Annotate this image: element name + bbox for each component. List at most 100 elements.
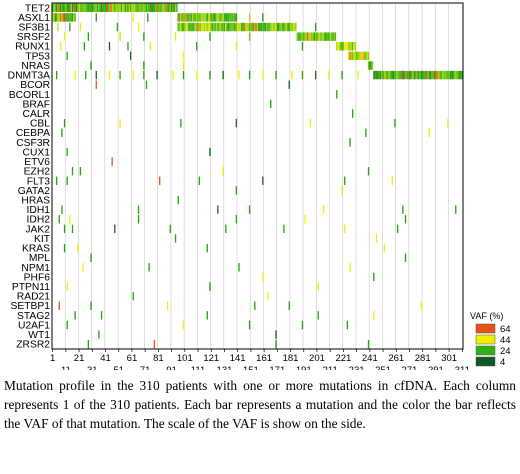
mutation-bar [341,186,343,195]
gene-label: CUX1 [23,147,51,158]
mutation-bar [206,243,208,253]
mutation-bar [317,282,319,291]
mutation-bar [291,70,293,80]
mutation-bar [81,3,83,13]
mutation-bar [447,70,449,80]
mutation-bar [395,70,397,80]
mutation-bar [308,32,310,41]
gene-label: STAG2 [17,311,50,322]
mutation-bar [451,70,453,80]
x-tick-label-top: 181 [283,353,299,364]
mutation-bar [233,13,235,22]
gene-label: U2AF1 [18,320,50,331]
mutation-bar [350,51,352,61]
mutation-bar [296,32,298,41]
mutation-bar [227,22,230,32]
mutation-bar [218,22,220,32]
mutation-bar [92,3,95,13]
mutation-bar [52,13,54,22]
mutation-bar [381,70,383,80]
mutation-bar [254,301,256,310]
mutation-bar [148,3,150,13]
mutation-bar [301,32,304,41]
gene-label: BCOR [20,80,50,91]
mutation-bar [277,22,280,32]
mutation-bar [304,215,306,224]
mutation-bar [181,22,183,32]
mutation-bar [412,70,415,80]
x-tick-label-bottom: 131 [217,365,233,370]
mutation-bar [288,301,290,310]
mutation-bar [348,42,350,51]
mutation-bar [182,13,185,22]
gene-label: TP53 [25,51,50,62]
mutation-bar [186,13,189,22]
mutation-bar [447,118,449,128]
mutation-bar [96,3,99,13]
mutation-bar [132,3,134,13]
mutation-bar [264,22,267,32]
mutation-bar [90,253,92,262]
mutation-bar [173,3,175,13]
mutation-bar [193,22,195,32]
mutation-bar [116,22,119,32]
mutation-bar [394,118,396,128]
mutation-bar [338,42,341,51]
mutation-bar [223,13,226,22]
mutation-bar [246,22,248,32]
mutation-bar [276,22,278,32]
mutation-bar [177,195,179,205]
mutation-bar [309,118,312,128]
gene-label: FLT3 [27,176,51,187]
x-tick-label-top: 221 [335,353,351,364]
mutation-bar [131,3,133,13]
mutation-bar [231,13,234,22]
mutation-bar [95,3,97,13]
mutation-bar [390,70,392,80]
mutation-bar [354,51,356,61]
x-tick-label-top: 261 [388,353,404,364]
mutation-bar [295,22,297,32]
mutation-bar [344,42,346,51]
legend-swatch [475,345,496,356]
mutation-bar [262,22,264,32]
mutation-bar [461,70,463,80]
mutation-bar [354,42,356,51]
mutation-bar [215,22,218,32]
mutation-bar [423,70,425,80]
mutation-bar [193,13,195,22]
mutation-bar [196,42,198,51]
mutation-bar [137,215,140,224]
mutation-bar [439,70,441,80]
mutation-bar [425,70,428,80]
mutation-bar [371,61,374,70]
mutation-bar [155,3,157,13]
mutation-bar [436,70,438,80]
gene-label: NPM1 [21,263,50,274]
mutation-bar [61,13,63,22]
mutation-bar [182,51,185,61]
mutation-bar [448,70,450,80]
mutation-bar [329,32,331,41]
gene-label: RUNX1 [15,42,50,53]
mutation-bar [293,22,296,32]
mutation-bar [69,22,71,32]
mutation-bar [141,3,144,13]
mutation-bar [435,70,437,80]
mutation-bar [391,176,393,186]
mutation-bar [275,70,277,80]
mutation-bar [90,61,92,70]
mutation-bar [180,13,182,22]
mutation-bar [418,70,420,80]
gene-label: IDH2 [27,215,51,226]
mutation-bar [63,118,66,128]
x-tick-label-top: 81 [153,353,164,364]
mutation-bar [221,22,223,32]
mutation-bar [325,32,327,41]
mutation-bar [336,42,338,51]
mutation-bar [203,22,206,32]
mutation-bar [367,51,370,61]
mutation-bar [55,13,58,22]
mutation-bar [275,22,277,32]
mutation-bar [200,13,202,22]
